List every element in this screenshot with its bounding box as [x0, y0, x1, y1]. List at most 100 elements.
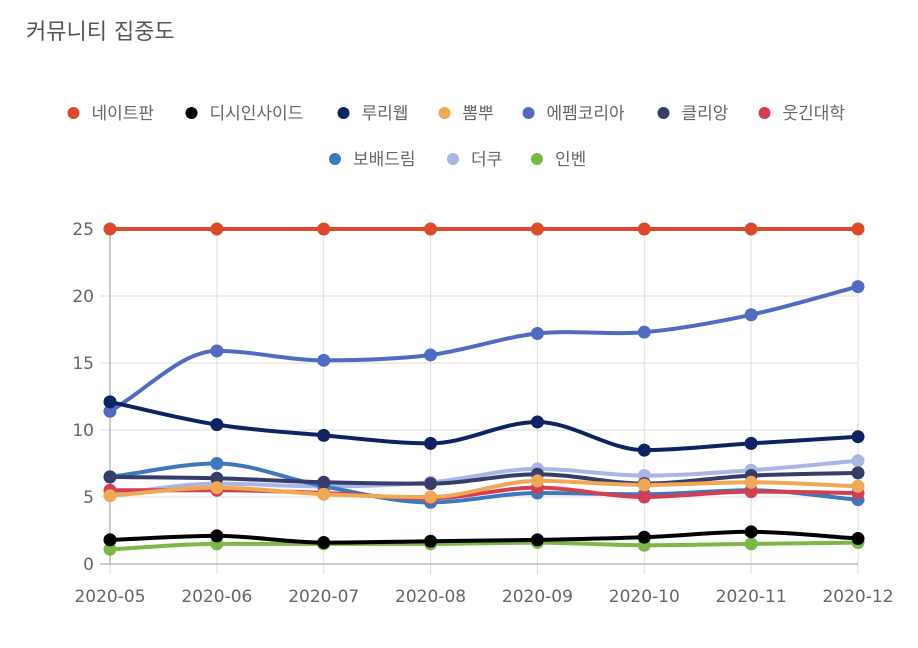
data-point[interactable]: [103, 222, 117, 236]
data-point[interactable]: [851, 280, 865, 294]
data-point[interactable]: [851, 479, 865, 493]
chart-title: 커뮤니티 집중도: [26, 20, 175, 45]
data-point[interactable]: [637, 222, 651, 236]
legend-item[interactable]: 에펨코리아: [522, 104, 626, 124]
data-point[interactable]: [530, 222, 544, 236]
series-line-9: [108, 458, 860, 497]
legend-item[interactable]: 인벤: [531, 150, 586, 170]
legend-label: 뽐뿌: [463, 104, 494, 124]
data-point[interactable]: [744, 222, 758, 236]
data-point[interactable]: [851, 466, 865, 480]
legend-dot: [329, 153, 341, 165]
legend-label: 인벤: [555, 150, 586, 170]
data-point[interactable]: [637, 325, 651, 339]
data-point[interactable]: [317, 353, 331, 367]
data-point[interactable]: [317, 475, 331, 489]
data-point[interactable]: [637, 490, 651, 504]
grid-lines: [100, 228, 859, 574]
series-line-6: [108, 470, 860, 486]
data-point[interactable]: [103, 533, 117, 547]
legend-label: 디시인사이드: [210, 104, 304, 124]
legend-item[interactable]: 루리웹: [337, 104, 409, 124]
y-tick-label: 5: [83, 488, 94, 508]
x-tick-label: 2020-08: [395, 587, 466, 607]
data-point[interactable]: [744, 436, 758, 450]
series-line-7: [108, 485, 860, 501]
legend-label: 더쿠: [471, 150, 502, 170]
legend-label: 에펨코리아: [547, 104, 626, 124]
legend-dot: [438, 107, 451, 119]
y-tick-label: 10: [72, 421, 94, 441]
legend-dot: [758, 107, 771, 119]
legend-dot: [447, 153, 459, 165]
x-tick-label: 2020-12: [822, 587, 893, 607]
legend-dot: [337, 107, 350, 119]
y-tick-label: 20: [72, 287, 94, 307]
data-point[interactable]: [424, 490, 438, 504]
data-point[interactable]: [210, 481, 224, 495]
y-tick-label: 15: [72, 354, 94, 374]
legend-item[interactable]: 뽐뿌: [438, 104, 494, 124]
legend-label: 보배드림: [353, 150, 416, 170]
data-point[interactable]: [530, 533, 544, 547]
data-point[interactable]: [317, 536, 331, 550]
legend-label: 클리앙: [682, 104, 729, 124]
data-point[interactable]: [210, 222, 224, 236]
data-point[interactable]: [103, 470, 117, 484]
series-line-3: [108, 399, 860, 453]
data-point[interactable]: [317, 222, 331, 236]
legend-dot: [657, 107, 670, 119]
legend-item[interactable]: 클리앙: [657, 104, 729, 124]
data-point[interactable]: [637, 443, 651, 457]
data-point[interactable]: [210, 529, 224, 543]
legend-dot: [67, 107, 80, 119]
legend-dot: [531, 153, 543, 165]
legend-item[interactable]: 보배드림: [329, 150, 416, 170]
x-tick-label: 2020-07: [288, 587, 359, 607]
x-tick-label: 2020-05: [74, 587, 145, 607]
legend-item[interactable]: 디시인사이드: [185, 104, 304, 124]
data-point[interactable]: [744, 475, 758, 489]
data-point[interactable]: [851, 532, 865, 546]
x-tick-label: 2020-10: [609, 587, 680, 607]
data-point[interactable]: [317, 487, 331, 501]
data-point[interactable]: [210, 344, 224, 358]
legend-item[interactable]: 네이트판: [67, 104, 155, 124]
data-point[interactable]: [851, 454, 865, 468]
data-point[interactable]: [744, 525, 758, 539]
data-point[interactable]: [317, 428, 331, 442]
legend-dot: [522, 107, 535, 119]
data-point[interactable]: [637, 530, 651, 544]
x-tick-label: 2020-09: [502, 587, 573, 607]
series-lines: [108, 226, 860, 552]
series-line-10: [108, 540, 860, 552]
series-points: [103, 222, 865, 556]
y-tick-label: 25: [72, 220, 94, 240]
data-point[interactable]: [103, 395, 117, 409]
data-point[interactable]: [637, 478, 651, 492]
data-point[interactable]: [210, 457, 224, 470]
series-line-4: [108, 478, 860, 499]
data-point[interactable]: [530, 415, 544, 429]
legend-item[interactable]: 웃긴대학: [758, 104, 846, 124]
x-tick-label: 2020-11: [716, 587, 787, 607]
legend-label: 네이트판: [92, 104, 155, 124]
legend-item[interactable]: 더쿠: [447, 150, 502, 170]
data-point[interactable]: [530, 327, 544, 341]
data-point[interactable]: [851, 222, 865, 236]
data-point[interactable]: [424, 436, 438, 450]
data-point[interactable]: [424, 477, 438, 491]
series-line-2: [108, 529, 860, 545]
data-point[interactable]: [530, 474, 544, 488]
data-point[interactable]: [103, 489, 117, 503]
data-point[interactable]: [744, 308, 758, 322]
data-point[interactable]: [424, 534, 438, 548]
data-point[interactable]: [851, 430, 865, 444]
data-point[interactable]: [210, 418, 224, 432]
data-point[interactable]: [424, 348, 438, 362]
y-tick-label: 0: [83, 555, 94, 575]
data-point[interactable]: [424, 222, 438, 236]
data-point[interactable]: [744, 537, 758, 551]
